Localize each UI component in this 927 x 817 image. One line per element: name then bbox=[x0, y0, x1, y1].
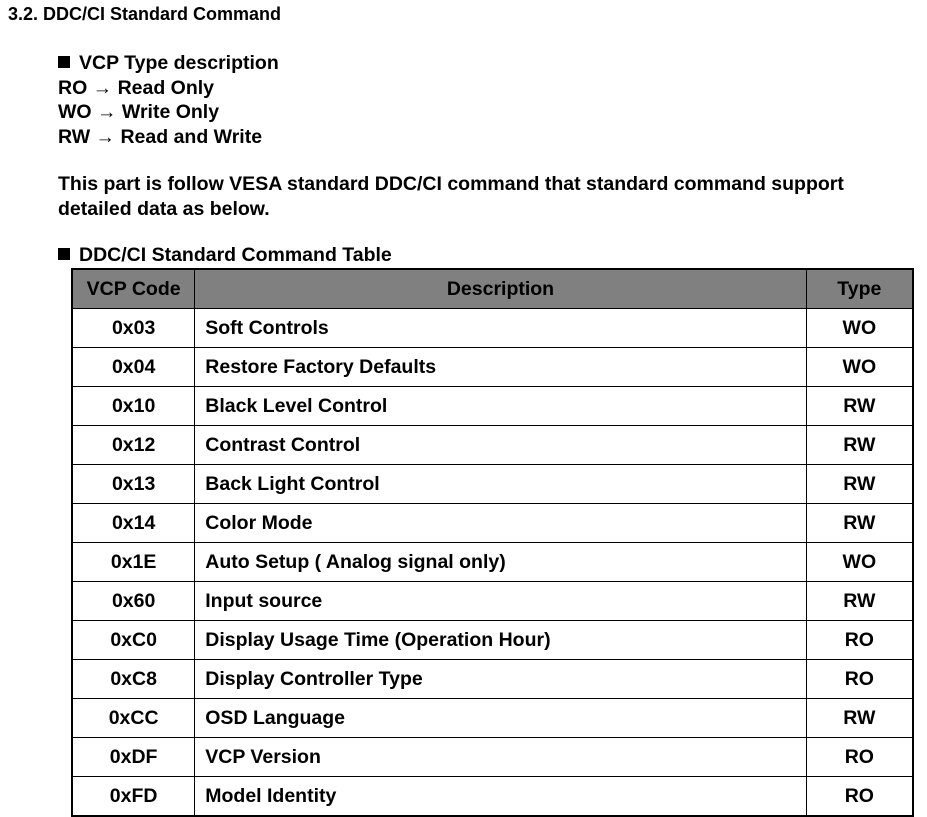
table-row: 0x13 Back Light Control RW bbox=[71, 464, 914, 504]
table-cell: Color Mode bbox=[194, 503, 807, 543]
table-cell: RO bbox=[805, 776, 914, 817]
table-cell: RO bbox=[805, 659, 914, 699]
table-row: 0x12 Contrast Control RW bbox=[71, 425, 914, 465]
column-header: VCP Code bbox=[71, 268, 196, 309]
table-cell: Black Level Control bbox=[194, 386, 807, 426]
table-cell: 0xC8 bbox=[71, 659, 196, 699]
table-cell: WO bbox=[805, 308, 914, 348]
table-row: 0xC8 Display Controller Type RO bbox=[71, 659, 914, 699]
table-cell: RW bbox=[805, 581, 914, 621]
table-cell: RW bbox=[805, 503, 914, 543]
table-cell: RW bbox=[805, 464, 914, 504]
column-header: Description bbox=[194, 268, 807, 309]
table-cell: 0x1E bbox=[71, 542, 196, 582]
table-row: 0x1E Auto Setup ( Analog signal only) WO bbox=[71, 542, 914, 582]
vcp-heading: VCP Type description bbox=[58, 51, 279, 76]
table-row: 0x14 Color Mode RW bbox=[71, 503, 914, 543]
table-row: 0x03 Soft Controls WO bbox=[71, 308, 914, 348]
table-row: 0xDF VCP Version RO bbox=[71, 737, 914, 777]
table-cell: 0x04 bbox=[71, 347, 196, 387]
table-cell: 0x03 bbox=[71, 308, 196, 348]
table-cell: 0x14 bbox=[71, 503, 196, 543]
table-cell: Model Identity bbox=[194, 776, 807, 817]
table-cell: WO bbox=[805, 347, 914, 387]
table-title: DDC/CI Standard Command Table bbox=[58, 244, 392, 267]
table-cell: 0x12 bbox=[71, 425, 196, 465]
table-cell: Display Usage Time (Operation Hour) bbox=[194, 620, 807, 660]
table-cell: RW bbox=[805, 386, 914, 426]
table-row: 0xFD Model Identity RO bbox=[71, 776, 914, 817]
vcp-type-list: VCP Type description RO → Read Only WO →… bbox=[58, 51, 279, 149]
table-cell: Back Light Control bbox=[194, 464, 807, 504]
vcp-item: WO → Write Only bbox=[58, 101, 220, 123]
table-cell: Display Controller Type bbox=[194, 659, 807, 699]
table-cell: Input source bbox=[194, 581, 807, 621]
table-row: 0x60 Input source RW bbox=[71, 581, 914, 621]
table-cell: OSD Language bbox=[194, 698, 807, 738]
table-cell: 0xCC bbox=[71, 698, 196, 738]
command-table: VCP Code Description Type 0x03 Soft Control… bbox=[71, 268, 914, 817]
column-header: Type bbox=[805, 268, 914, 309]
table-cell: 0xDF bbox=[71, 737, 196, 777]
table-cell: Soft Controls bbox=[194, 308, 807, 348]
header-row: VCP Code Description Type bbox=[71, 268, 914, 309]
table-cell: WO bbox=[805, 542, 914, 582]
table-cell: 0xFD bbox=[71, 776, 196, 817]
table-cell: 0x13 bbox=[71, 464, 196, 504]
table-cell: RO bbox=[805, 737, 914, 777]
table-row: 0x10 Black Level Control RW bbox=[71, 386, 914, 426]
section-title: 3.2. DDC/CI Standard Command bbox=[8, 4, 282, 24]
table-row: 0x04 Restore Factory Defaults WO bbox=[71, 347, 914, 387]
table-cell: 0x60 bbox=[71, 581, 196, 621]
table-cell: RW bbox=[805, 698, 914, 738]
vcp-item: RW → Read and Write bbox=[58, 125, 263, 148]
table-cell: Restore Factory Defaults bbox=[194, 347, 807, 387]
paragraph: This part is follow VESA standard DDC/CI… bbox=[58, 173, 844, 220]
table-cell: RW bbox=[805, 425, 914, 465]
table-row: 0xCC OSD Language RW bbox=[71, 698, 914, 738]
table-cell: 0x10 bbox=[71, 386, 196, 426]
table-cell: Contrast Control bbox=[194, 425, 807, 465]
table-cell: Auto Setup ( Analog signal only) bbox=[194, 542, 807, 582]
table-cell: VCP Version bbox=[194, 737, 807, 777]
vcp-item: RO → Read Only bbox=[58, 76, 215, 99]
table-cell: RO bbox=[805, 620, 914, 660]
table-row: 0xC0 Display Usage Time (Operation Hour) R… bbox=[71, 620, 914, 660]
table-cell: 0xC0 bbox=[71, 620, 196, 660]
